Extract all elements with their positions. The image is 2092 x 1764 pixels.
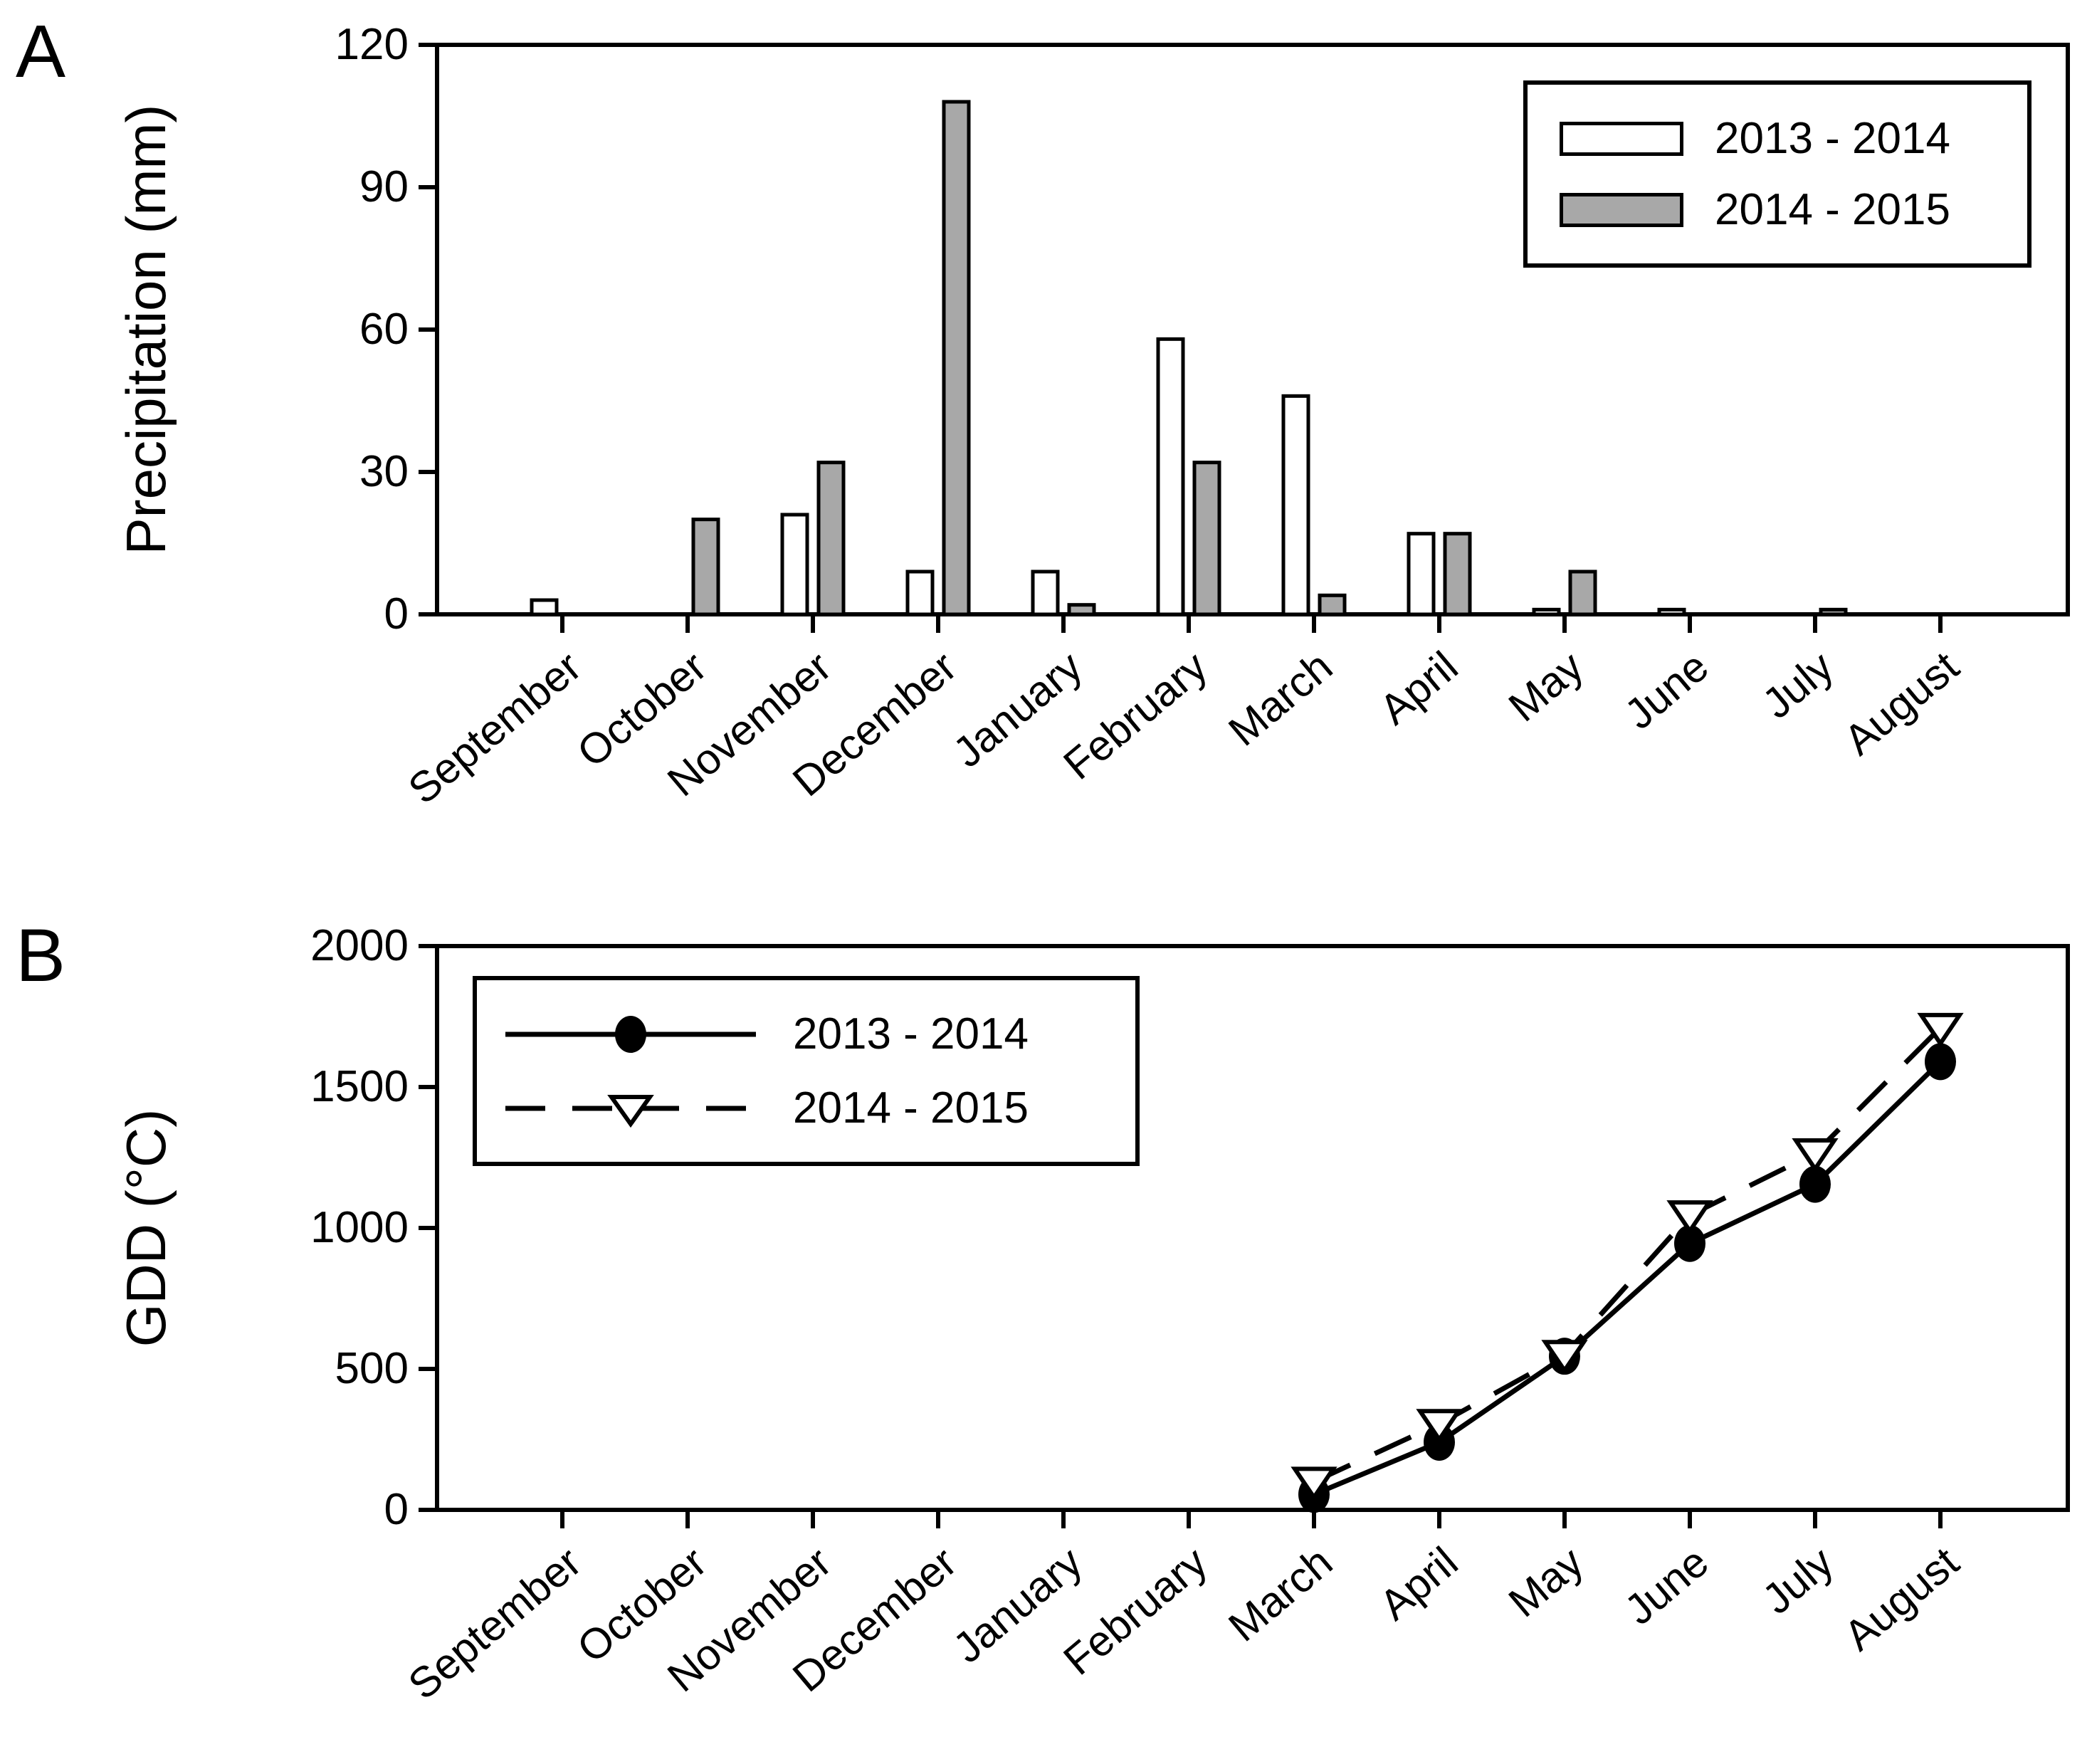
bar-2014-2015-february xyxy=(1192,461,1221,616)
panel-a-legend-row-2013-2014: 2013 - 2014 xyxy=(1560,113,2027,163)
open-triangle-down-marker xyxy=(1541,1340,1588,1375)
panel-a-ytick-label: 60 xyxy=(359,305,409,354)
series-line-2014-2015 xyxy=(1313,1026,1943,1484)
bar-2013-2014-september xyxy=(530,598,559,616)
bar-2014-2015-november xyxy=(816,461,846,616)
bar-2013-2014-february xyxy=(1156,337,1185,616)
gray-bar-swatch-icon xyxy=(1560,192,1683,227)
dashed-line-open-triangle-icon xyxy=(505,1094,756,1128)
bar-2014-2015-march xyxy=(1318,593,1347,616)
bar-2013-2014-december xyxy=(905,569,935,616)
panel-b-ytick-label: 500 xyxy=(335,1344,409,1393)
bar-2013-2014-march xyxy=(1281,394,1310,616)
bar-2013-2014-june xyxy=(1657,607,1686,616)
panel-a-legend-label-2013-2014: 2013 - 2014 xyxy=(1715,113,1950,163)
panel-b-legend-row-2014-2015: 2014 - 2015 xyxy=(503,1086,1135,1131)
white-bar-swatch-icon xyxy=(1560,121,1683,156)
open-triangle-down-marker xyxy=(1917,1012,1964,1048)
panel-a-ytick-label: 30 xyxy=(359,447,409,496)
panel-b-ytick-label: 1500 xyxy=(310,1062,409,1111)
bar-2013-2014-january xyxy=(1031,569,1060,616)
bar-2014-2015-april xyxy=(1443,532,1472,616)
bar-2013-2014-may xyxy=(1532,607,1561,616)
panel-b-ylabel: GDD (°C) xyxy=(115,1108,177,1348)
panel-a-ytick-label: 90 xyxy=(359,162,409,211)
panel-b-letter: B xyxy=(16,914,66,997)
panel-b-ytick-label: 2000 xyxy=(310,921,409,970)
panel-a-ytick-label: 0 xyxy=(384,589,409,639)
bar-2014-2015-january xyxy=(1067,603,1096,616)
bar-2014-2015-may xyxy=(1568,569,1597,616)
bar-2014-2015-october xyxy=(691,518,720,616)
filled-circle-marker xyxy=(1925,1043,1956,1081)
open-triangle-down-marker xyxy=(1792,1138,1839,1173)
bar-2014-2015-december xyxy=(942,100,971,616)
bar-2013-2014-april xyxy=(1407,532,1436,616)
bar-2014-2015-july xyxy=(1819,607,1848,616)
filled-circle-marker xyxy=(1799,1165,1831,1203)
panel-b-legend-label-2013-2014: 2013 - 2014 xyxy=(793,1009,1029,1059)
panel-b-ytick-label: 0 xyxy=(384,1485,409,1534)
bar-2013-2014-november xyxy=(780,513,809,616)
series-line-2013-2014 xyxy=(1313,1059,1943,1497)
panel-a-letter: A xyxy=(16,10,66,93)
panel-b-legend-label-2014-2015: 2014 - 2015 xyxy=(793,1083,1029,1133)
open-triangle-down-marker xyxy=(1291,1466,1337,1501)
panel-b-legend-row-2013-2014: 2013 - 2014 xyxy=(503,1012,1135,1057)
open-triangle-down-marker xyxy=(1666,1200,1713,1235)
panel-a-legend: 2013 - 2014 2014 - 2015 xyxy=(1523,80,2031,268)
filled-circle-marker xyxy=(1674,1224,1705,1262)
panel-b-legend: 2013 - 2014 2014 - 2015 xyxy=(473,976,1140,1166)
open-triangle-down-marker xyxy=(1416,1409,1463,1444)
panel-a-legend-label-2014-2015: 2014 - 2015 xyxy=(1715,184,1950,234)
solid-line-filled-circle-icon xyxy=(505,1015,756,1053)
panel-a-ytick-label: 120 xyxy=(335,20,409,69)
panel-b-ytick-label: 1000 xyxy=(310,1203,409,1252)
panel-a-legend-row-2014-2015: 2014 - 2015 xyxy=(1560,184,2027,234)
panel-a-ylabel: Precipitation (mm) xyxy=(115,104,177,555)
